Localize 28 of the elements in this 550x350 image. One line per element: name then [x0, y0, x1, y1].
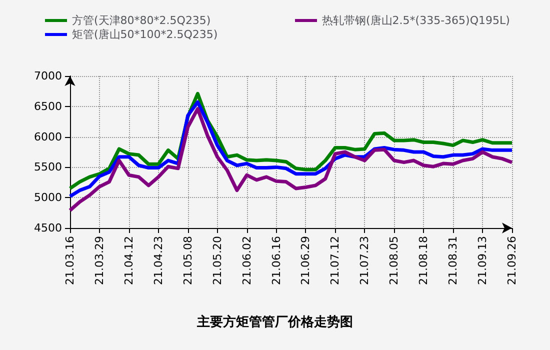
x-tick-label: 21.06.02: [240, 236, 254, 285]
y-tick-label: 6500: [34, 100, 62, 113]
x-tick-label: 21.09.13: [476, 236, 490, 285]
x-tick-label: 21.05.08: [181, 236, 194, 285]
y-tick-label: 5500: [34, 160, 62, 174]
x-tick-label: 21.08.05: [388, 236, 401, 285]
x-tick-label: 21.04.12: [122, 236, 136, 285]
x-tick-label: 21.05.20: [210, 236, 224, 285]
legend-label: 方管(天津80*80*2.5Q235): [72, 14, 211, 27]
y-tick-label: 4500: [34, 222, 62, 234]
line-series: [68, 107, 514, 212]
x-tick-label: 21.09.26: [506, 236, 518, 285]
legend-label: 热轧带钢(唐山2.5*(335-365)Q195L): [322, 14, 510, 27]
x-tick-label: 21.03.16: [64, 236, 76, 285]
x-tick-label: 21.06.29: [299, 236, 312, 285]
x-tick-label: 21.03.29: [92, 236, 106, 285]
y-tick-label: 7000: [34, 70, 62, 82]
legend-label: 矩管(唐山50*100*2.5Q235): [72, 28, 218, 41]
x-tick-label: 21.08.18: [417, 236, 430, 285]
text: 主要方矩管管厂价格走势图: [196, 314, 353, 330]
x-tick-label: 21.06.16: [270, 236, 283, 285]
x-tick-label: 21.08.31: [446, 236, 460, 285]
line-series: [68, 100, 514, 198]
y-tick-label: 5000: [34, 191, 62, 204]
y-tick-label: 6000: [34, 130, 62, 144]
x-tick-label: 21.07.23: [358, 236, 372, 285]
x-tick-label: 21.07.12: [328, 236, 342, 285]
x-tick-label: 21.04.23: [152, 236, 165, 285]
